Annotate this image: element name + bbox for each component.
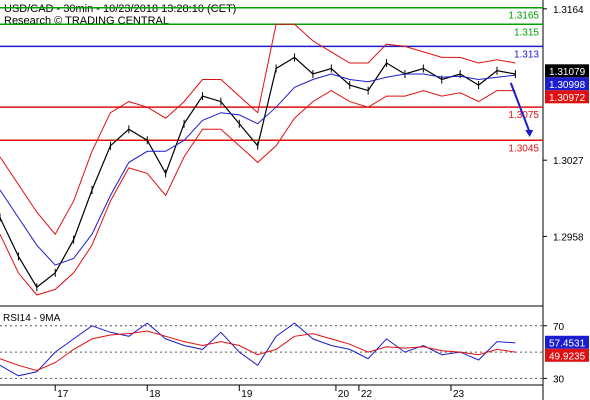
level-label: 1.3165 — [508, 11, 539, 22]
x-tick-label: 23 — [453, 389, 465, 400]
level-label: 1.313 — [514, 49, 539, 60]
rsi-y-tick-label: 30 — [553, 374, 565, 385]
chart-title: USD/CAD - 30min - 10/23/2018 13:28:10 (C… — [4, 3, 236, 15]
price-badge — [545, 90, 589, 104]
rsi-ma-line — [0, 330, 516, 372]
price-line — [0, 56, 516, 289]
x-tick-label: 19 — [241, 389, 253, 400]
forecast-arrow — [509, 82, 531, 132]
forecast-arrowhead — [525, 129, 534, 137]
rsi-badge-label: 57.4531 — [549, 338, 586, 349]
price-badge — [545, 64, 589, 78]
rsi-badge-label: 49.9235 — [549, 351, 586, 362]
level-label: 1.3045 — [508, 143, 539, 154]
upper-band-line — [0, 23, 516, 236]
price-badge-label: 1.30998 — [549, 80, 586, 91]
x-tick-label: 20 — [338, 389, 350, 400]
x-tick-label: 17 — [57, 389, 69, 400]
x-tick-label: 22 — [361, 389, 373, 400]
rsi-badge — [545, 335, 589, 349]
rsi-badge — [545, 348, 589, 362]
y-tick-label: 1.2958 — [553, 232, 584, 243]
moving-average-line — [0, 73, 516, 266]
price-panel: 1.31651.3151.3131.30751.30451.31641.3027… — [0, 5, 589, 296]
y-tick-label: 1.3164 — [553, 5, 584, 16]
price-badge — [545, 77, 589, 91]
x-axis: 17 18 19 20 22 23 — [54, 385, 465, 400]
rsi-y-tick-label: 70 — [553, 322, 565, 333]
chart-research: Research © TRADING CENTRAL — [4, 15, 169, 27]
rsi-panel-title: RSI14 - 9MA — [3, 313, 61, 324]
x-tick-label: 18 — [149, 389, 161, 400]
price-badge-label: 1.30972 — [549, 93, 586, 104]
lower-band-line — [0, 90, 516, 296]
y-tick-label: 1.3027 — [553, 156, 584, 167]
rsi-panel: 70 30 57.4531 49.9235 — [0, 322, 589, 385]
level-label: 1.315 — [514, 27, 539, 38]
rsi-line — [0, 322, 516, 377]
price-badge-label: 1.31079 — [549, 67, 586, 78]
